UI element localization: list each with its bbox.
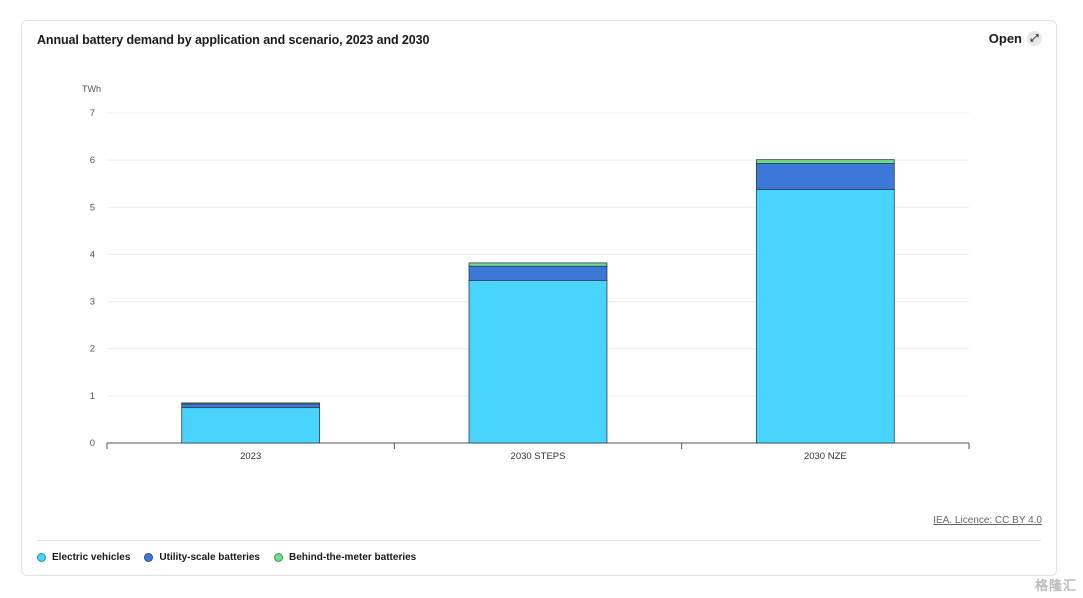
licence-link[interactable]: IEA. Licence: CC BY 4.0 <box>933 515 1042 526</box>
legend-label: Electric vehicles <box>52 552 131 563</box>
y-tick-label: 7 <box>90 108 95 119</box>
y-tick-label: 2 <box>90 344 95 355</box>
y-axis-unit-label: TWh <box>82 84 101 94</box>
x-tick-label: 2030 NZE <box>804 451 847 462</box>
y-tick-label: 6 <box>90 155 95 166</box>
bar-segment <box>468 262 608 267</box>
legend-swatch <box>37 553 46 562</box>
open-label: Open <box>988 31 1022 46</box>
y-tick-label: 1 <box>90 391 95 402</box>
legend-label: Utility-scale batteries <box>159 552 260 563</box>
bar-segment <box>468 279 608 444</box>
chart-title: Annual battery demand by application and… <box>37 33 430 47</box>
x-tick-label: 2023 <box>240 451 261 462</box>
bar-segment <box>181 407 321 444</box>
y-tick-label: 5 <box>90 202 95 213</box>
legend-label: Behind-the-meter batteries <box>289 552 417 563</box>
bar-segment <box>181 403 321 409</box>
stacked-bar-chart: TWh 0 1 2 3 4 5 6 7 2023 2030 STEPS 2030 NZE <box>82 84 970 462</box>
legend-item[interactable]: Behind-the-meter batteries <box>274 552 416 563</box>
legend-swatch <box>144 553 154 562</box>
legend: Electric vehicles Utility-scale batteries… <box>37 552 416 563</box>
legend-item[interactable]: Utility-scale batteries <box>144 552 260 563</box>
bar-segment <box>755 159 895 164</box>
legend-swatch <box>274 553 283 562</box>
bar-segment <box>755 163 895 190</box>
watermark: 格隆汇 <box>1034 578 1077 593</box>
legend-item[interactable]: Electric vehicles <box>37 552 130 563</box>
bar-segment <box>181 402 321 405</box>
legend-divider <box>37 540 1041 541</box>
bar-segment <box>468 265 608 281</box>
y-tick-label: 0 <box>90 438 95 449</box>
expand-icon: ⤢ <box>1027 31 1042 46</box>
x-tick-label: 2030 STEPS <box>511 451 566 462</box>
y-tick-label: 3 <box>90 297 95 308</box>
open-button[interactable]: Open ⤢ <box>989 31 1042 46</box>
y-tick-label: 4 <box>90 249 95 260</box>
bar-segment <box>755 188 895 444</box>
chart-card: Annual battery demand by application and… <box>21 20 1057 576</box>
